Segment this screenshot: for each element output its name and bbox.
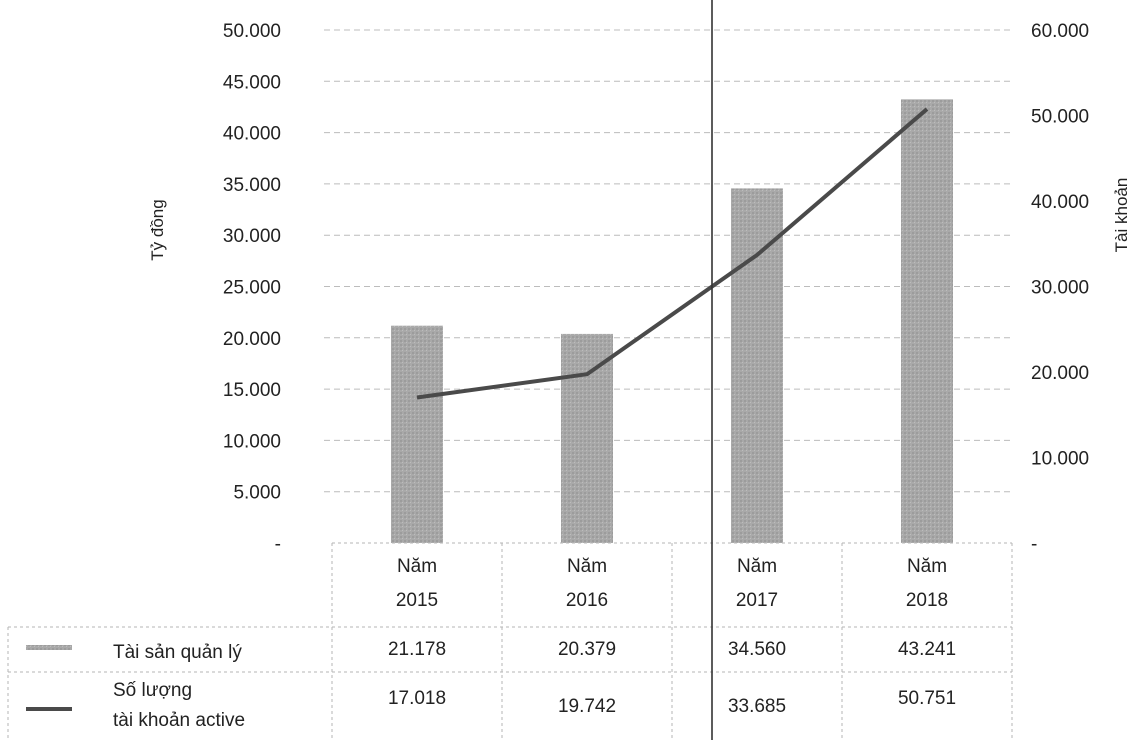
left-tick-label: 35.000 (223, 175, 281, 196)
right-tick-label: 60.000 (1031, 21, 1089, 42)
bar (901, 99, 953, 543)
table-cell-assets: 20.379 (558, 639, 616, 660)
bar (731, 188, 783, 543)
table-cell-accounts: 50.751 (898, 688, 956, 709)
table-cell-assets: 21.178 (388, 639, 446, 660)
category-label-year: 2015 (396, 590, 438, 611)
left-tick-label: 20.000 (223, 329, 281, 350)
left-tick-label: 40.000 (223, 124, 281, 145)
right-axis-title: Tài khoản (1112, 178, 1131, 253)
left-axis-title: Tỷ đồng (148, 199, 167, 260)
line-path (416, 107, 929, 400)
left-tick-label: 10.000 (223, 431, 281, 452)
table-cell-assets: 43.241 (898, 639, 956, 660)
right-tick-label: 40.000 (1031, 192, 1089, 213)
bar (561, 333, 613, 543)
category-label-year: 2016 (566, 590, 608, 611)
table-cell-accounts: 19.742 (558, 696, 616, 717)
bar (391, 325, 443, 543)
right-tick-label: 30.000 (1031, 278, 1089, 299)
category-label-word: Năm (907, 556, 947, 577)
category-label-word: Năm (567, 556, 607, 577)
row-label-accounts-line2: tài khoản active (113, 710, 245, 731)
left-tick-label: 15.000 (223, 380, 281, 401)
table-cell-accounts: 33.685 (728, 696, 786, 717)
category-label-word: Năm (737, 556, 777, 577)
left-tick-label: - (275, 534, 281, 555)
bar-series-assets (391, 99, 953, 543)
right-tick-label: 10.000 (1031, 449, 1089, 470)
left-tick-label: 50.000 (223, 21, 281, 42)
left-tick-label: 30.000 (223, 226, 281, 247)
legend-key-bar (26, 645, 72, 650)
row-label-assets: Tài sản quản lý (113, 642, 242, 663)
left-tick-label: 5.000 (233, 483, 281, 504)
right-tick-label: 50.000 (1031, 107, 1089, 128)
table-cell-assets: 34.560 (728, 639, 786, 660)
row-label-accounts-line1: Số lượng (113, 680, 192, 701)
data-table: Năm 2015 Năm 2016 Năm 2017 Năm 2018 Tài sản quản… (7, 542, 1013, 740)
table-cell-accounts: 17.018 (388, 688, 446, 709)
right-tick-label: 20.000 (1031, 363, 1089, 384)
category-label-year: 2017 (736, 590, 778, 611)
right-tick-label: - (1031, 534, 1037, 555)
left-axis-ticks: - 5.000 10.000 15.000 20.000 25.000 30.000 35.0… (223, 21, 281, 555)
line-series-accounts (416, 107, 929, 400)
left-tick-label: 25.000 (223, 278, 281, 299)
left-tick-label: 45.000 (223, 72, 281, 93)
category-label-word: Năm (397, 556, 437, 577)
category-label-year: 2018 (906, 590, 948, 611)
right-axis-ticks: - 10.000 20.000 30.000 40.000 50.000 60.000 (1031, 21, 1089, 555)
